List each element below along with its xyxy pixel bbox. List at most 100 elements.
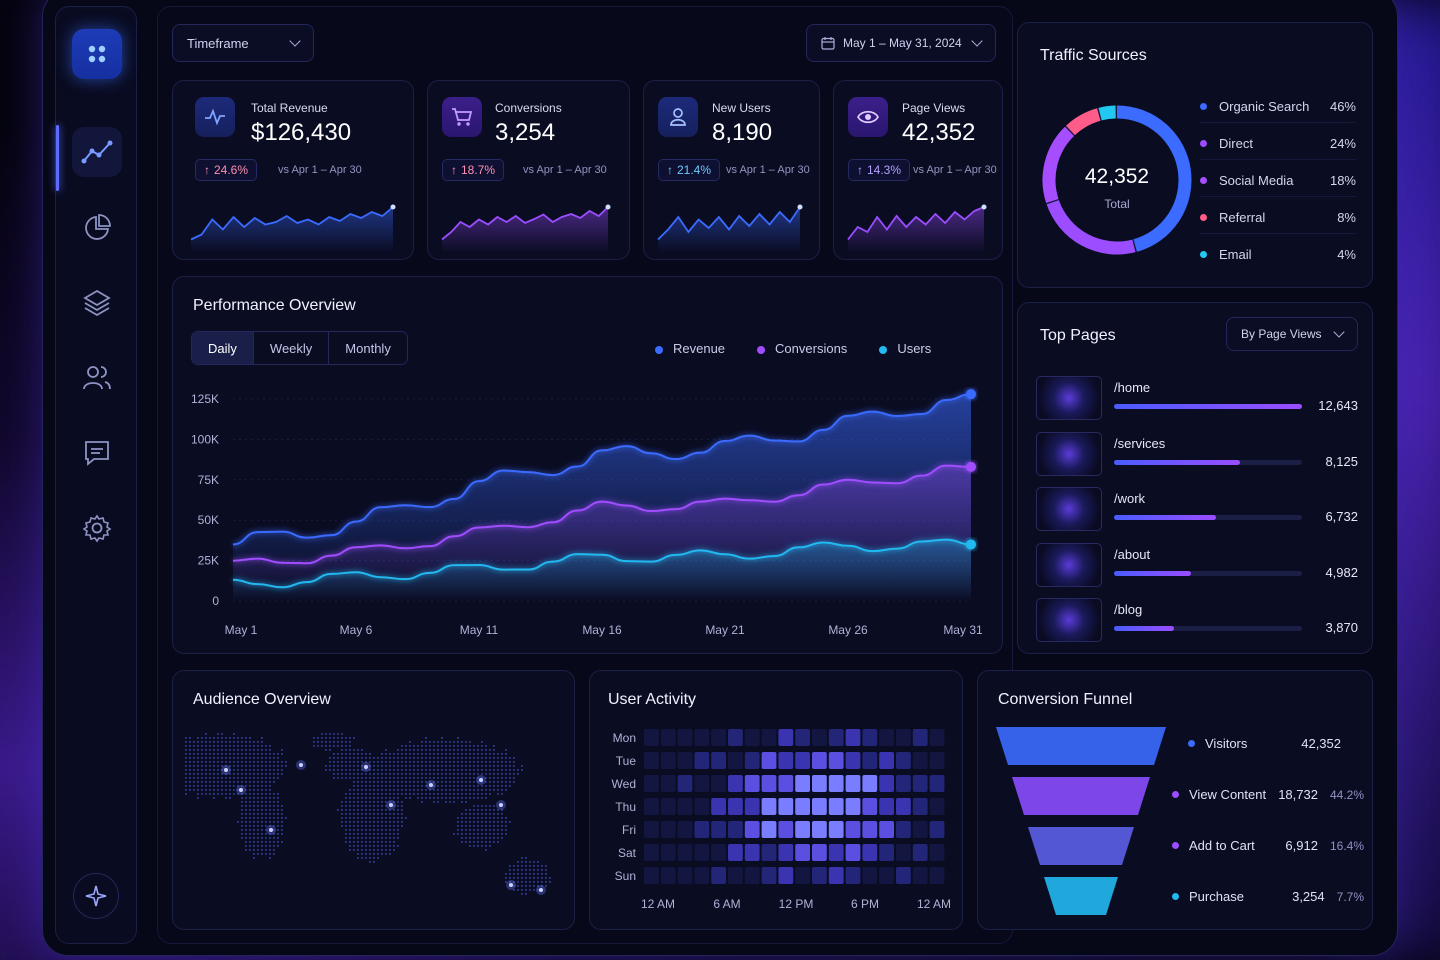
stage-percent: 44.2% — [1329, 787, 1364, 802]
chevron-down-icon — [289, 35, 301, 47]
period-tabs: Daily Weekly Monthly — [191, 331, 408, 365]
heatmap-cell — [912, 867, 928, 884]
kpi-compare: vs Apr 1 – Apr 30 — [523, 164, 607, 176]
heatmap-day-label: Mon — [612, 731, 636, 745]
funnel-stage-row[interactable]: Add to Cart 6,912 16.4% — [1172, 838, 1364, 853]
heatmap-cell — [896, 798, 911, 815]
kpi-card-page-views[interactable]: Page Views 42,352 ↑ 14.3% vs Apr 1 – Apr … — [833, 80, 1003, 260]
row-divider — [1200, 196, 1356, 197]
heatmap-day-label: Thu — [615, 800, 636, 814]
map-hotspot-core — [509, 883, 513, 887]
sparkline — [657, 204, 803, 253]
source-name: Organic Search — [1219, 99, 1310, 114]
funnel-stage-add-to-cart — [1028, 827, 1134, 865]
page-thumbnail — [1036, 487, 1102, 531]
heatmap-cell — [879, 867, 894, 884]
legend-item-revenue[interactable]: Revenue — [655, 341, 725, 356]
heatmap-cell — [828, 821, 844, 838]
source-percent: 24% — [1329, 136, 1356, 151]
kpi-card-revenue[interactable]: Total Revenue $126,430 ↑ 24.6% vs Apr 1 –… — [172, 80, 414, 260]
sparkle-icon[interactable] — [73, 873, 119, 919]
heatmap-cell — [761, 729, 777, 746]
kpi-card-new-users[interactable]: New Users 8,190 ↑ 21.4% vs Apr 1 – Apr 30 — [643, 80, 820, 260]
date-range-picker[interactable]: May 1 – May 31, 2024 — [806, 24, 996, 62]
series-line-conversions — [232, 464, 972, 565]
heatmap-cell — [795, 821, 810, 838]
heatmap-cell — [660, 821, 676, 838]
traffic-source-row[interactable]: Email 4% — [1200, 247, 1356, 262]
user-icon — [658, 97, 698, 137]
heatmap-time-label: 6 AM — [713, 897, 741, 911]
legend-dot — [1172, 791, 1179, 798]
traffic-source-row[interactable]: Social Media 18% — [1200, 173, 1356, 188]
series-endpoint-revenue — [966, 389, 976, 400]
heatmap-cell — [929, 821, 945, 838]
heatmap-cell — [896, 844, 911, 861]
chevron-down-icon — [971, 35, 983, 47]
page-bar-track — [1114, 459, 1302, 465]
heatmap-cell — [812, 752, 827, 769]
heatmap-cell — [644, 844, 659, 861]
traffic-source-row[interactable]: Referral 8% — [1200, 210, 1356, 225]
funnel-chart[interactable] — [996, 725, 1176, 915]
heatmap-cell — [694, 821, 710, 838]
heatmap-cell — [929, 844, 945, 861]
traffic-sources-card: Traffic Sources 42,352 Total Organic Sea… — [1017, 22, 1373, 288]
traffic-donut-chart[interactable] — [1032, 95, 1202, 265]
heatmap-cell — [862, 844, 878, 861]
users-icon[interactable] — [72, 353, 122, 403]
heatmap-cell — [677, 844, 693, 861]
heatmap-cell — [761, 798, 777, 815]
map-hotspot-core — [429, 783, 433, 787]
page-bar-fill — [1114, 570, 1192, 576]
heatmap-cell — [795, 729, 810, 746]
map-hotspot-core — [239, 788, 243, 792]
donut-slice-social-media — [1042, 126, 1075, 204]
y-tick-label: 25K — [198, 554, 219, 568]
page-views: 6,732 — [1325, 509, 1358, 524]
funnel-stage-row[interactable]: View Content 18,732 44.2% — [1172, 787, 1364, 802]
trend-line-icon[interactable] — [72, 127, 122, 177]
top-page-row[interactable]: /services 8,125 — [1036, 431, 1358, 476]
traffic-source-row[interactable]: Direct 24% — [1200, 136, 1356, 151]
heatmap-cell — [845, 729, 861, 746]
legend-item-conversions[interactable]: Conversions — [757, 341, 847, 356]
tab-daily[interactable]: Daily — [192, 332, 254, 364]
sparkline-endpoint — [797, 204, 803, 210]
timeframe-dropdown[interactable]: Timeframe — [172, 24, 314, 62]
traffic-source-row[interactable]: Organic Search 46% — [1200, 99, 1356, 114]
heatmap-day-label: Wed — [611, 777, 636, 791]
x-tick-label: May 6 — [340, 623, 373, 637]
pie-chart-icon[interactable] — [72, 203, 122, 253]
activity-heatmap[interactable] — [644, 729, 948, 891]
arrow-up-icon: ↑ — [857, 163, 863, 177]
world-map[interactable] — [181, 725, 571, 925]
sort-dropdown[interactable]: By Page Views — [1226, 317, 1358, 351]
performance-chart[interactable]: 125K 100K 75K 50K 25K 0 May 1 May 6 May 11 May 16… — [173, 277, 1004, 655]
grid-icon[interactable] — [72, 29, 122, 79]
top-page-row[interactable]: /about 4,982 — [1036, 542, 1358, 587]
chat-icon[interactable] — [72, 428, 122, 478]
heatmap-time-label: 12 AM — [640, 897, 676, 911]
heatmap-cell — [711, 821, 726, 838]
heatmap-cell — [912, 821, 928, 838]
legend-item-users[interactable]: Users — [879, 341, 931, 356]
funnel-stage-row[interactable]: Visitors 42,352 — [1188, 736, 1341, 751]
tab-monthly[interactable]: Monthly — [345, 340, 391, 356]
arrow-up-icon: ↑ — [667, 163, 673, 177]
chart-legend: Revenue Conversions Users — [655, 341, 931, 356]
gear-icon[interactable] — [72, 503, 122, 553]
layers-icon[interactable] — [72, 278, 122, 328]
funnel-stage-row[interactable]: Purchase 3,254 7.7% — [1172, 889, 1364, 904]
top-page-row[interactable]: /home 12,643 — [1036, 376, 1358, 420]
kpi-compare: vs Apr 1 – Apr 30 — [913, 164, 997, 176]
tab-weekly[interactable]: Weekly — [254, 332, 330, 364]
heatmap-day-label: Sat — [617, 846, 636, 860]
heatmap-cell — [812, 867, 827, 884]
x-tick-label: May 16 — [582, 623, 622, 637]
legend-dot — [1200, 177, 1207, 184]
top-page-row[interactable]: /blog 3,870 — [1036, 598, 1358, 642]
kpi-card-conversions[interactable]: Conversions 3,254 ↑ 18.7% vs Apr 1 – Apr … — [427, 80, 630, 260]
heatmap-cell — [744, 798, 760, 815]
top-page-row[interactable]: /work 6,732 — [1036, 487, 1358, 531]
